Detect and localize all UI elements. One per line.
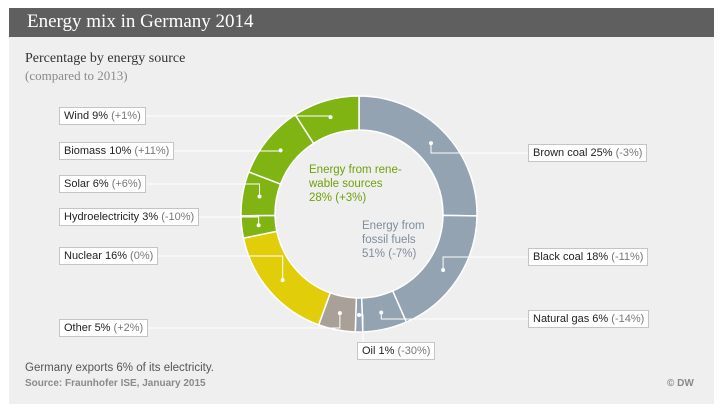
leader-dot-biomass: [278, 148, 283, 153]
source-note: Source: Fraunhofer ISE, January 2015: [25, 378, 206, 389]
renewable-group-label: Energy from rene- wable sources 28% (+3%…: [309, 163, 429, 205]
label-black-coal-change: (-11%): [611, 251, 644, 263]
chart-subtitle: Percentage by energy source: [25, 51, 186, 66]
label-solar-value: Solar 6%: [64, 178, 109, 190]
leader-line-natural-gas: [380, 312, 528, 320]
leader-line-solar: [146, 183, 261, 197]
leader-dot-other: [337, 311, 342, 316]
label-hydroelectricity: Hydroelectricity 3% (-10%): [59, 208, 200, 226]
leader-line-hydroelectricity: [199, 216, 260, 226]
leader-dot-oil: [357, 313, 361, 317]
label-brown-coal: Brown coal 25% (-3%): [528, 144, 648, 162]
label-hydroelectricity-change: (-10%): [161, 211, 195, 223]
leader-line-brown-coal: [430, 143, 528, 154]
renewable-change: (+3%): [335, 192, 367, 204]
label-black-coal-value: Black coal 18%: [533, 251, 609, 263]
title-bar: Energy mix in Germany 2014: [9, 8, 714, 37]
label-natural-gas-change: (-14%): [611, 313, 645, 325]
leader-line-nuclear: [158, 255, 284, 281]
label-natural-gas-value: Natural gas 6%: [533, 313, 609, 325]
leader-dot-brown-coal: [428, 141, 433, 146]
leader-dot-hydroelectricity: [256, 223, 261, 228]
label-oil-value: Oil 1%: [362, 345, 395, 357]
fossil-line2: fossil fuels: [362, 234, 416, 246]
leader-dot-black-coal: [441, 267, 446, 272]
label-biomass-value: Biomass 10%: [64, 145, 132, 157]
leader-dot-solar: [257, 194, 262, 199]
slice-nuclear: [242, 230, 332, 326]
renewable-value: 28%: [309, 192, 333, 204]
label-nuclear: Nuclear 16% (0%): [59, 247, 159, 265]
fossil-group-label: Energy from fossil fuels 51% (-7%): [362, 219, 472, 261]
footnote: Germany exports 6% of its electricity.: [25, 362, 214, 374]
label-biomass: Biomass 10% (+11%): [59, 142, 175, 160]
label-wind-change: (+1%): [111, 110, 141, 122]
label-nuclear-value: Nuclear 16%: [64, 250, 127, 262]
label-other-change: (+2%): [113, 322, 144, 334]
label-solar: Solar 6% (+6%): [59, 175, 147, 193]
leader-dot-natural-gas: [379, 310, 384, 315]
label-biomass-change: (+11%): [134, 145, 170, 157]
label-black-coal: Black coal 18% (-11%): [528, 248, 649, 266]
renewable-line1: Energy from rene-: [309, 164, 402, 176]
chart-comparison-note: (compared to 2013): [25, 68, 128, 83]
label-oil: Oil 1% (-30%): [357, 342, 436, 360]
label-oil-change: (-30%): [397, 345, 431, 357]
fossil-value: 51%: [362, 248, 386, 260]
chart-background: [9, 8, 714, 404]
label-natural-gas: Natural gas 6% (-14%): [528, 310, 650, 328]
copyright: © DW: [667, 378, 694, 389]
label-brown-coal-change: (-3%): [615, 147, 643, 159]
label-solar-change: (+6%): [111, 178, 142, 190]
leader-line-other: [148, 313, 341, 329]
fossil-change: (-7%): [388, 248, 417, 260]
fossil-line1: Energy from: [362, 220, 425, 232]
leader-dot-wind: [328, 115, 333, 120]
leader-line-black-coal: [442, 256, 528, 270]
label-hydroelectricity-value: Hydroelectricity 3%: [64, 211, 159, 223]
label-brown-coal-value: Brown coal 25%: [533, 147, 613, 159]
label-wind: Wind 9% (+1%): [59, 107, 146, 125]
renewable-line2: wable sources: [309, 178, 383, 190]
label-wind-value: Wind 9%: [64, 110, 109, 122]
slice-wind: [294, 95, 360, 145]
label-other-value: Other 5%: [64, 322, 111, 334]
label-other: Other 5% (+2%): [59, 319, 149, 337]
leader-dot-nuclear: [280, 278, 285, 283]
chart-title: Energy mix in Germany 2014: [27, 11, 254, 32]
label-nuclear-change: (0%): [130, 250, 154, 262]
